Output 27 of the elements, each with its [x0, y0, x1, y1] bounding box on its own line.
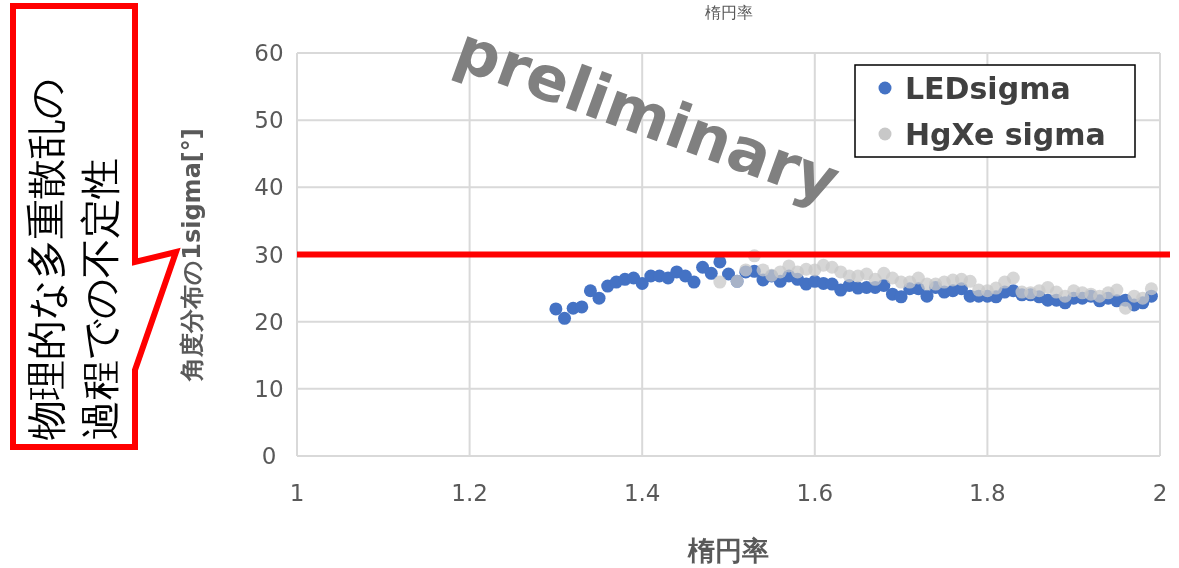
text: 物理的な多重散乱の過程での不定性 [23, 78, 123, 440]
point [1144, 282, 1158, 296]
x-tick-label: 1.8 [969, 480, 1006, 506]
y-tick-label: 0 [261, 443, 277, 469]
point [1118, 301, 1132, 315]
y-tick-label: 50 [254, 107, 284, 134]
y-tick-label: 10 [254, 375, 284, 402]
y-tick-label: 40 [254, 174, 284, 201]
y-tick-label: 60 [254, 40, 284, 66]
y-tick-label: 30 [254, 241, 284, 268]
x-tick-label: 1 [289, 480, 305, 506]
point [868, 272, 882, 286]
legend-label: LEDsigma [905, 71, 1071, 106]
x-axis-title: 楕円率 [687, 535, 769, 566]
point [1006, 271, 1020, 285]
point [713, 275, 727, 289]
point [1136, 291, 1150, 305]
legend-label: HgXe sigma [905, 117, 1106, 152]
point [1110, 283, 1124, 297]
x-tick-label: 2 [1152, 480, 1168, 506]
x-tick-label: 1.4 [623, 480, 661, 506]
point [963, 274, 977, 288]
y-tick-label: 20 [254, 308, 284, 335]
x-tick-label: 1.2 [451, 480, 488, 506]
x-tick-label: 1.6 [796, 480, 834, 506]
y-axis-title: 角度分布の1sigma[°] [178, 128, 206, 382]
chart-title: 楕円率 [704, 3, 753, 22]
